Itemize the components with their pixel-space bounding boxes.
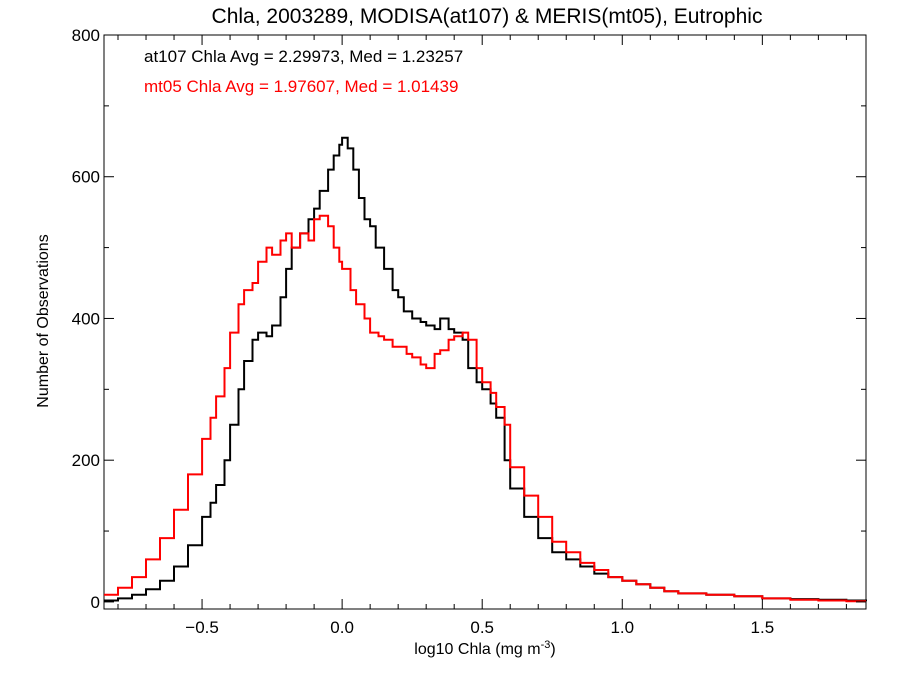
y-tick-label: 800 [72, 26, 100, 45]
plot-area: −0.5 0.0 0.5 1.0 1.5 0 200 400 600 800 [72, 26, 867, 637]
x-axis-label: log10 Chla (mg m-3) [414, 639, 555, 658]
y-axis-label: Number of Observations [35, 234, 52, 407]
series-line-at107 [104, 136, 867, 602]
x-tick-label: 1.0 [610, 618, 634, 637]
y-tick-label: 0 [91, 593, 100, 612]
ticks-layer: −0.5 0.0 0.5 1.0 1.5 0 200 400 600 800 [72, 26, 866, 637]
x-axis-label-end: ) [550, 641, 555, 658]
series-layer [104, 136, 867, 603]
series-line-mt05 [104, 214, 866, 603]
x-tick-label: 0.0 [330, 618, 354, 637]
x-tick-label: −0.5 [185, 618, 219, 637]
x-axis-label-superscript: -3 [541, 639, 551, 651]
annotation-at107-stats: at107 Chla Avg = 2.29973, Med = 1.23257 [144, 47, 463, 66]
chart-title: Chla, 2003289, MODISA(at107) & MERIS(mt0… [212, 5, 763, 28]
x-tick-label: 1.5 [751, 618, 775, 637]
y-tick-label: 600 [72, 168, 100, 187]
plot-frame [103, 34, 867, 610]
annotations: at107 Chla Avg = 2.29973, Med = 1.23257 … [144, 47, 463, 96]
x-tick-label: 0.5 [470, 618, 494, 637]
annotation-mt05-stats: mt05 Chla Avg = 1.97607, Med = 1.01439 [144, 77, 458, 96]
y-tick-label: 400 [72, 309, 100, 328]
x-axis-label-main: log10 Chla (mg m [414, 641, 540, 658]
y-tick-label: 200 [72, 451, 100, 470]
